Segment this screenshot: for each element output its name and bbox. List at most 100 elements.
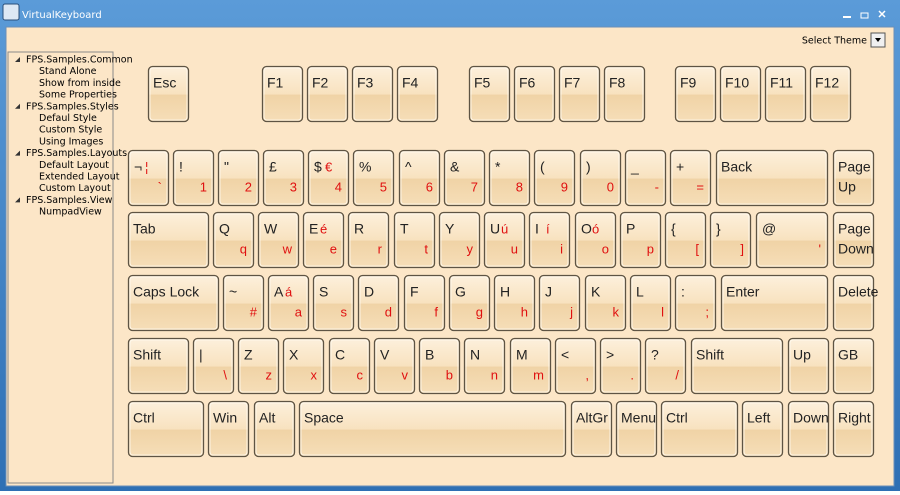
key[interactable]: !1	[172, 149, 215, 207]
key[interactable]: "2	[217, 149, 260, 207]
key[interactable]: Shift	[690, 337, 784, 395]
key[interactable]: Jj	[538, 274, 581, 332]
key[interactable]: Mm	[509, 337, 552, 395]
key[interactable]: $ €4	[307, 149, 350, 207]
key[interactable]: |\	[192, 337, 235, 395]
key[interactable]: Nn	[463, 337, 506, 395]
key[interactable]: F9	[674, 65, 717, 123]
key[interactable]: F3	[351, 65, 394, 123]
key[interactable]: Space	[298, 400, 567, 458]
key[interactable]: }]	[709, 211, 752, 269]
key[interactable]: Win	[207, 400, 250, 458]
key[interactable]: Delete	[832, 274, 879, 332]
key[interactable]: Vv	[373, 337, 416, 395]
key[interactable]: Gg	[448, 274, 491, 332]
tree-node[interactable]: FPS.Samples.Layouts	[26, 148, 127, 159]
key[interactable]: Enter	[720, 274, 829, 332]
key[interactable]: Alt	[253, 400, 296, 458]
key[interactable]: F8	[603, 65, 646, 123]
key[interactable]: Right	[832, 400, 875, 458]
key[interactable]: GB	[832, 337, 875, 395]
minimize-button[interactable]	[843, 16, 851, 18]
key[interactable]: )0	[579, 149, 622, 207]
key[interactable]: :;	[674, 274, 717, 332]
key[interactable]: %5	[352, 149, 395, 207]
key[interactable]: Shift	[127, 337, 190, 395]
key[interactable]: Qq	[212, 211, 255, 269]
tree-node[interactable]: FPS.Samples.Common	[26, 55, 133, 66]
key[interactable]: ¬ ¦ `	[127, 149, 170, 207]
key[interactable]: Zz	[237, 337, 280, 395]
key[interactable]: Esc	[147, 65, 190, 123]
key[interactable]: Caps Lock	[127, 274, 220, 332]
key[interactable]: <,	[554, 337, 597, 395]
key[interactable]: Ctrl	[660, 400, 739, 458]
key[interactable]: F4	[396, 65, 439, 123]
key[interactable]: ~#	[222, 274, 265, 332]
key[interactable]: Bb	[418, 337, 461, 395]
tree-item[interactable]: Stand Alone	[39, 66, 97, 77]
tree-item[interactable]: NumpadView	[39, 207, 102, 218]
key[interactable]: Ww	[257, 211, 300, 269]
key[interactable]: Left	[741, 400, 784, 458]
key[interactable]: Cc	[328, 337, 371, 395]
key[interactable]: &7	[443, 149, 486, 207]
tree-item-selected[interactable]: Defaul Style	[39, 113, 97, 124]
key[interactable]: Ss	[312, 274, 355, 332]
tree-item[interactable]: Custom Style	[39, 125, 102, 136]
close-button[interactable]	[878, 10, 886, 18]
key[interactable]: Rr	[347, 211, 390, 269]
key[interactable]: F2	[306, 65, 349, 123]
key[interactable]: Ff	[403, 274, 446, 332]
key[interactable]: Down	[787, 400, 830, 458]
key[interactable]: AltGr	[570, 400, 613, 458]
tree-node[interactable]: FPS.Samples.View	[26, 195, 113, 206]
tree-item[interactable]: Using Images	[39, 136, 103, 147]
key-upper: H	[500, 284, 510, 300]
tree-item[interactable]: Custom Layout	[39, 183, 111, 194]
key[interactable]: Page Up	[832, 149, 875, 207]
tree-item[interactable]: Show from inside	[39, 78, 121, 89]
key[interactable]: +=	[669, 149, 712, 207]
tree-node[interactable]: FPS.Samples.Styles	[26, 101, 119, 112]
tree-item[interactable]: Extended Layout	[39, 172, 120, 183]
key[interactable]: Ll	[629, 274, 672, 332]
tree-item[interactable]: Default Layout	[39, 160, 109, 171]
key[interactable]: Tab	[127, 211, 210, 269]
key[interactable]: F6	[513, 65, 556, 123]
key[interactable]: (9	[533, 149, 576, 207]
key[interactable]: *8	[488, 149, 531, 207]
key[interactable]: Hh	[493, 274, 536, 332]
key[interactable]: @'	[755, 211, 829, 269]
key[interactable]: _-	[624, 149, 667, 207]
key[interactable]: Menu	[615, 400, 658, 458]
key[interactable]: Tt	[393, 211, 436, 269]
key[interactable]: F12	[809, 65, 852, 123]
key[interactable]: ?/	[644, 337, 687, 395]
key[interactable]: Xx	[282, 337, 325, 395]
key[interactable]: Pp	[619, 211, 662, 269]
key[interactable]: >.	[599, 337, 642, 395]
key[interactable]: Kk	[584, 274, 627, 332]
key[interactable]: F11	[764, 65, 807, 123]
maximize-button[interactable]	[860, 12, 869, 19]
key[interactable]: F7	[558, 65, 601, 123]
key[interactable]: Page Down	[832, 211, 875, 269]
tree-item[interactable]: Some Properties	[39, 90, 117, 101]
key[interactable]: ^6	[398, 149, 441, 207]
key[interactable]: {[	[664, 211, 707, 269]
key[interactable]: Up	[787, 337, 830, 395]
key[interactable]: Ctrl	[127, 400, 205, 458]
key[interactable]: Yy	[438, 211, 481, 269]
key[interactable]: Back	[715, 149, 829, 207]
key[interactable]: F1	[261, 65, 304, 123]
key[interactable]: Dd	[357, 274, 400, 332]
key[interactable]: £3	[262, 149, 305, 207]
key[interactable]: F5	[468, 65, 511, 123]
key[interactable]: F10	[719, 65, 762, 123]
